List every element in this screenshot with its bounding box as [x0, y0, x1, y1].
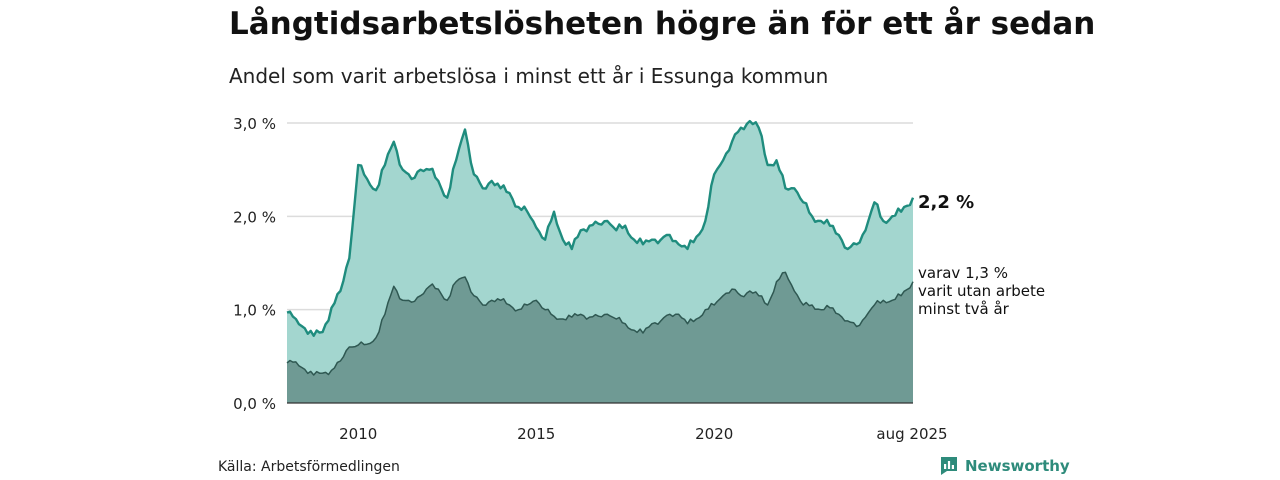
- y-tick-label: 2,0 %: [233, 208, 276, 226]
- series-areas: [286, 119, 915, 403]
- brand-logo[interactable]: Newsworthy: [939, 456, 1070, 476]
- sub-series-line: [286, 271, 914, 376]
- x-tick-label: 2020: [695, 425, 733, 443]
- source-note: Källa: Arbetsförmedlingen: [218, 459, 400, 475]
- sub-label-line-3: minst två år: [918, 300, 1009, 318]
- chart-subtitle: Andel som varit arbetslösa i minst ett å…: [229, 64, 829, 88]
- sub-series-area: [287, 272, 913, 403]
- sub-label-line-2: varit utan arbete: [918, 282, 1046, 300]
- brand-name: Newsworthy: [965, 457, 1070, 475]
- y-tick-label: 1,0 %: [233, 302, 276, 320]
- y-tick-label: 3,0 %: [233, 115, 276, 133]
- x-tick-label: aug 2025: [876, 425, 947, 443]
- total-series-line: [286, 119, 915, 337]
- sub-label-line-1: varav 1,3 %: [918, 264, 1008, 282]
- sub-value-label: varav 1,3 % varit utan arbete minst två …: [918, 264, 1053, 318]
- x-tick-label: 2015: [517, 425, 555, 443]
- axis-labels: 0,0 % 1,0 % 2,0 % 3,0 % 2010 2015 2020 aug 2025: [233, 115, 947, 443]
- newsworthy-logo-icon: [941, 457, 957, 475]
- total-value-label: 2,2 %: [918, 192, 975, 213]
- x-tick-label: 2010: [339, 425, 377, 443]
- y-tick-label: 0,0 %: [233, 395, 276, 413]
- chart-title: Långtidsarbetslösheten högre än för ett …: [229, 6, 1096, 42]
